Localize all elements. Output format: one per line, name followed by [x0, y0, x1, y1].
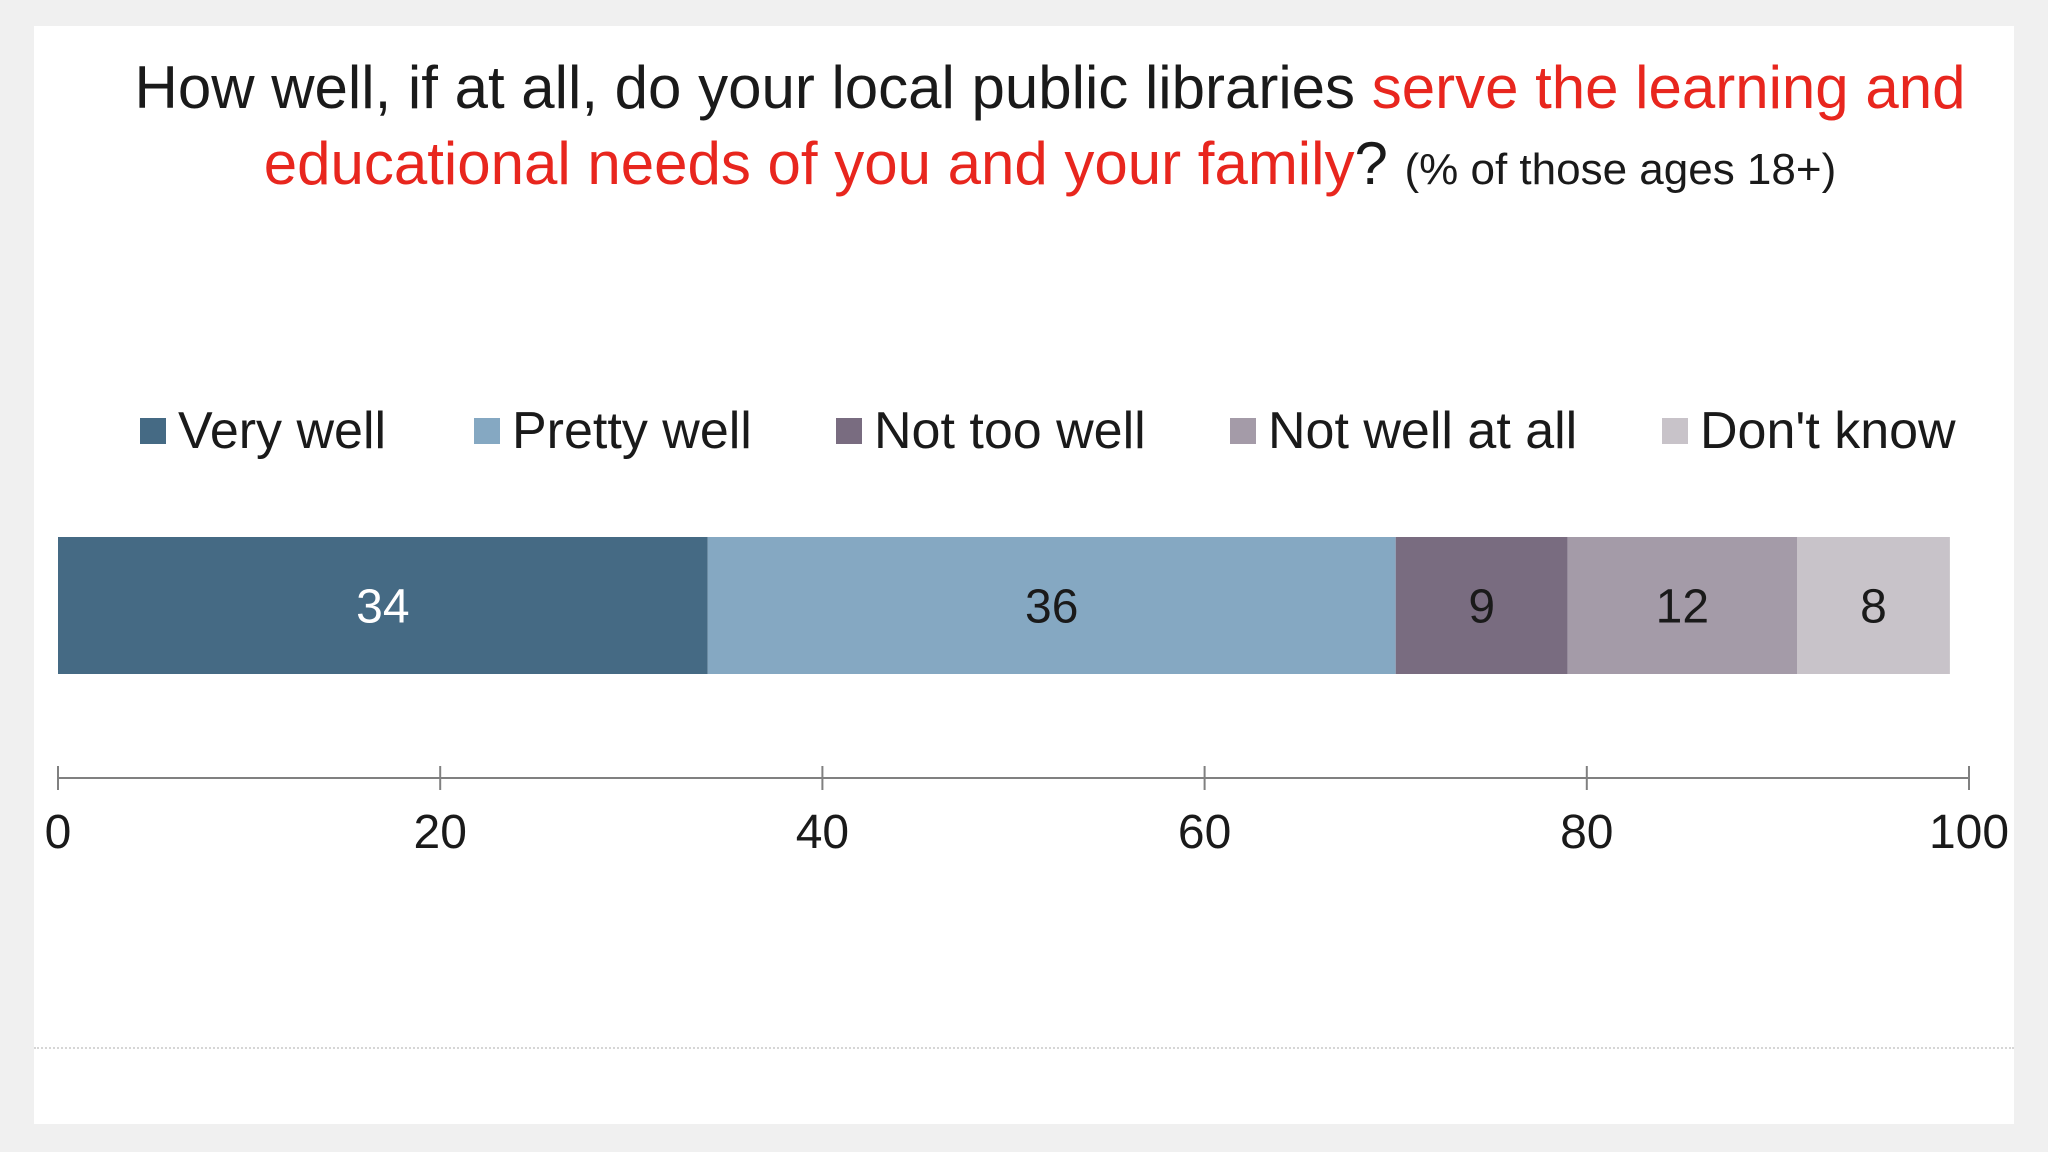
data-label-not-well-at-all: 12 — [1656, 581, 1709, 634]
data-label-pretty-well: 36 — [1025, 581, 1078, 634]
title-part2: ? — [1354, 130, 1388, 197]
legend-swatch-pretty-well — [474, 418, 500, 444]
footer-divider — [34, 1047, 2014, 1049]
chart-subtitle: (% of those ages 18+) — [1404, 145, 1837, 194]
legend-item-pretty-well: Pretty well — [474, 396, 752, 466]
data-label-don-t-know: 8 — [1860, 581, 1887, 634]
bar-segment-pretty-well — [707, 537, 1396, 674]
legend-swatch-very-well — [140, 418, 166, 444]
bar-segment-very-well — [58, 537, 708, 674]
x-tick-label-40: 40 — [796, 806, 849, 859]
chart-plot: 34 36 9 12 80 20 40 60 80 100 — [45, 537, 2009, 859]
title-part1: How well, if at all, do your local publi… — [134, 54, 1372, 121]
legend-label-not-too-well: Not too well — [874, 402, 1146, 460]
legend-item-dont-know: Don't know — [1662, 396, 1956, 466]
x-tick-label-0: 0 — [45, 806, 72, 859]
legend-label-pretty-well: Pretty well — [512, 402, 752, 460]
legend-label-not-well-at-all: Not well at all — [1268, 402, 1578, 460]
x-tick-label-80: 80 — [1560, 806, 1613, 859]
bar-segment-don-t-know — [1797, 537, 1950, 674]
data-label-very-well: 34 — [356, 581, 409, 634]
legend-swatch-dont-know — [1662, 418, 1688, 444]
legend-label-dont-know: Don't know — [1700, 402, 1956, 460]
x-tick-label-100: 100 — [1929, 806, 2009, 859]
legend-swatch-not-well-at-all — [1230, 418, 1256, 444]
legend-swatch-not-too-well — [836, 418, 862, 444]
x-tick-label-20: 20 — [414, 806, 467, 859]
x-tick-label-60: 60 — [1178, 806, 1231, 859]
legend-item-very-well: Very well — [140, 396, 386, 466]
data-label-not-too-well: 9 — [1468, 581, 1495, 634]
chart-title: How well, if at all, do your local publi… — [100, 50, 2000, 208]
chart-slide: How well, if at all, do your local publi… — [34, 26, 2014, 1124]
legend-item-not-well-at-all: Not well at all — [1230, 396, 1577, 466]
chart-legend: Very well Pretty well Not too well Not w… — [34, 396, 2014, 466]
legend-item-not-too-well: Not too well — [836, 396, 1146, 466]
bar-segment-not-well-at-all — [1567, 537, 1798, 674]
legend-label-very-well: Very well — [178, 402, 387, 460]
title-highlight: serve the learning and educational needs… — [263, 54, 1966, 197]
bar-segment-not-too-well — [1395, 537, 1568, 674]
